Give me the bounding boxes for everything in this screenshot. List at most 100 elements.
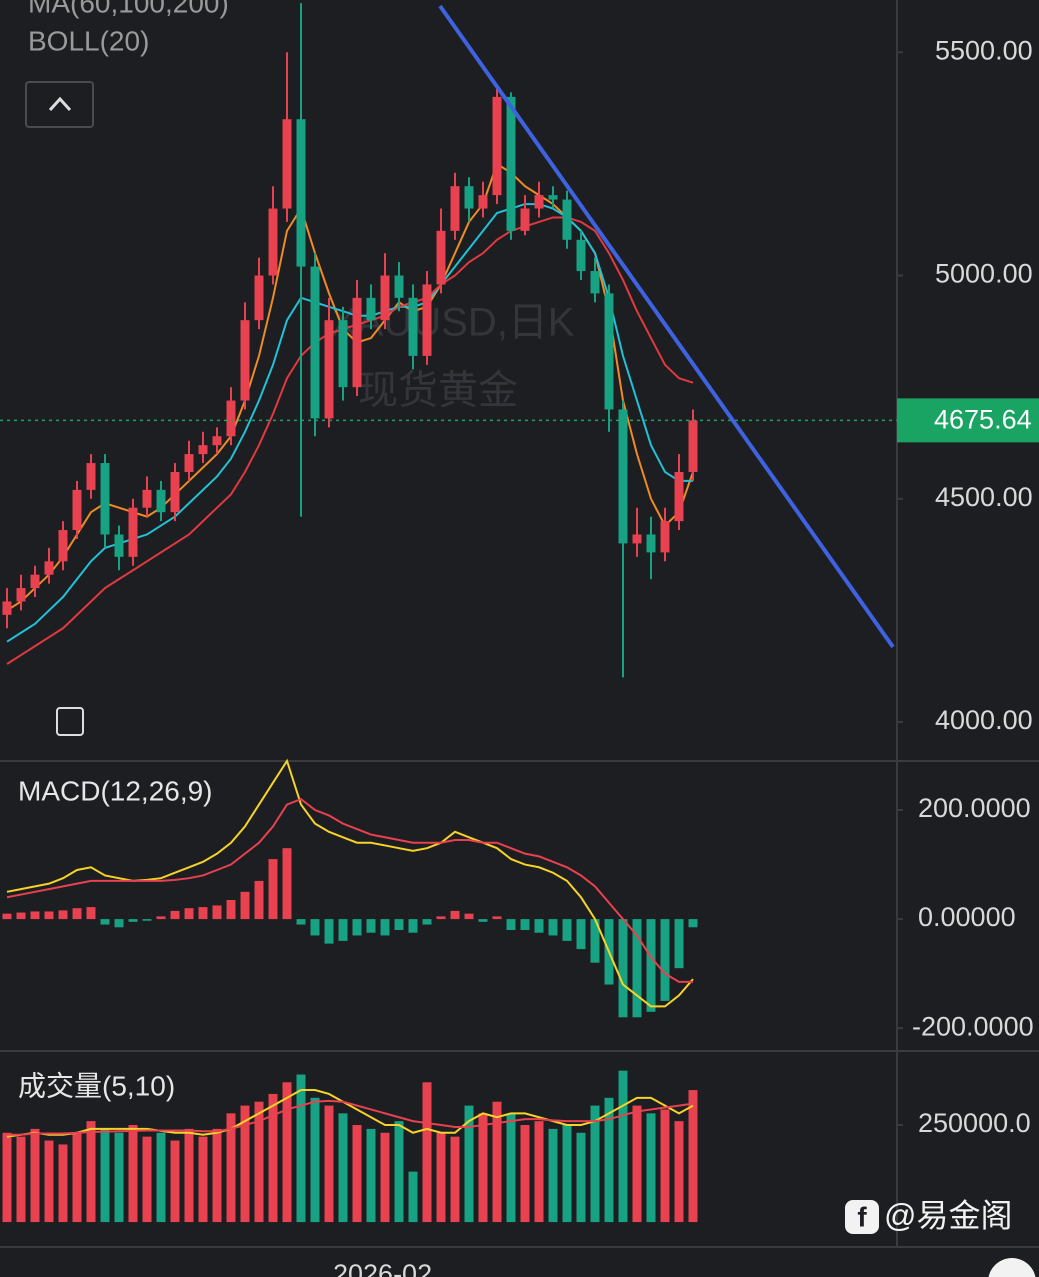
macd-bar <box>492 916 502 920</box>
volume-bar <box>30 1128 40 1223</box>
macd-bar <box>324 919 334 944</box>
macd-bar <box>16 912 26 920</box>
volume-bar <box>520 1125 530 1223</box>
indicator-label: MA(60,100,200) <box>28 0 229 18</box>
y-tick-label: 5500.00 <box>935 35 1033 65</box>
volume-bar <box>674 1121 684 1223</box>
volume-bar <box>338 1113 348 1223</box>
macd-bar <box>72 908 82 920</box>
candle-body <box>128 507 138 557</box>
volume-bar <box>58 1144 68 1223</box>
volume-bar <box>380 1132 390 1223</box>
macd-bar <box>576 919 586 950</box>
candle-body <box>632 534 642 544</box>
macd-bar <box>30 911 40 920</box>
volume-bar <box>394 1121 404 1223</box>
candle-body <box>212 436 222 446</box>
macd-bar <box>618 919 628 1018</box>
collapse-button[interactable] <box>25 81 94 128</box>
volume-bar <box>268 1093 278 1223</box>
candle-body <box>688 420 698 472</box>
volume-bar <box>114 1132 124 1223</box>
candle-body <box>184 454 194 472</box>
macd-bar <box>58 910 68 920</box>
toggle-checkbox[interactable] <box>56 707 84 736</box>
macd-bar <box>660 919 670 1001</box>
macd-bar <box>590 919 600 963</box>
macd-bar <box>2 913 12 920</box>
volume-bar <box>282 1082 292 1223</box>
volume-bar <box>604 1097 614 1223</box>
macd-bar <box>478 919 488 922</box>
candle-body <box>506 96 516 231</box>
candle-body <box>16 588 26 602</box>
macd-bar <box>198 907 208 920</box>
volume-bar <box>16 1136 26 1223</box>
volume-bar <box>296 1074 306 1223</box>
volume-bar <box>86 1121 96 1223</box>
candle-body <box>604 293 614 410</box>
indicator-line <box>6 797 693 983</box>
volume-bar <box>310 1097 320 1223</box>
candle-body <box>58 530 68 562</box>
candle-body <box>170 471 180 513</box>
candle-body <box>534 195 544 209</box>
candle-body <box>422 284 432 356</box>
macd-bar <box>254 880 264 920</box>
macd-bar <box>184 908 194 920</box>
volume-bar <box>562 1125 572 1223</box>
collapse-icon <box>48 96 72 112</box>
volume-bar <box>576 1132 586 1223</box>
volume-bar <box>436 1132 446 1223</box>
macd-bar <box>268 859 278 920</box>
volume-bar <box>408 1171 418 1223</box>
macd-bar <box>436 916 446 920</box>
volume-bar <box>688 1090 698 1223</box>
indicator-line <box>6 216 694 665</box>
macd-bar <box>548 919 558 936</box>
macd-bar <box>352 919 362 936</box>
volume-bar <box>534 1121 544 1223</box>
volume-bar <box>632 1105 642 1223</box>
volume-bar <box>254 1101 264 1223</box>
candle-body <box>548 195 558 200</box>
macd-bar <box>338 919 348 941</box>
macd-bar <box>408 919 418 933</box>
macd-bar <box>674 919 684 969</box>
last-price-tag <box>897 398 1039 443</box>
y-tick-label: 4000.00 <box>935 705 1033 735</box>
volume-bar <box>72 1132 82 1223</box>
volume-bar <box>464 1105 474 1223</box>
y-tick-label: 200.0000 <box>918 793 1031 823</box>
macd-bar <box>86 907 96 920</box>
macd-bar <box>310 919 320 936</box>
panel-title: MACD(12,26,9) <box>18 775 213 806</box>
macd-bar <box>380 919 390 936</box>
candle-body <box>282 119 292 209</box>
indicator-line <box>6 1089 694 1138</box>
macd-bar <box>44 911 54 920</box>
volume-bar <box>226 1113 236 1223</box>
y-tick-label: 0.00000 <box>918 902 1016 932</box>
volume-bar <box>590 1105 600 1223</box>
candle-body <box>366 297 376 321</box>
candle-body <box>408 297 418 356</box>
candle-body <box>44 561 54 575</box>
macd-bar <box>114 919 124 928</box>
volume-bar <box>170 1140 180 1223</box>
corner-button[interactable] <box>988 1258 1036 1277</box>
indicator-line <box>6 758 694 1008</box>
macd-bar <box>240 891 250 920</box>
macd-bar <box>506 919 516 930</box>
candle-body <box>590 271 600 294</box>
volume-bar <box>618 1070 628 1223</box>
candle-body <box>240 320 250 401</box>
macd-bar <box>534 919 544 933</box>
candle-body <box>660 521 670 553</box>
volume-bar <box>2 1132 12 1223</box>
y-tick-label: -200.0000 <box>912 1011 1034 1041</box>
candle-body <box>2 601 12 615</box>
volume-bar <box>352 1125 362 1223</box>
macd-bar <box>128 919 138 922</box>
macd-bar <box>170 910 180 920</box>
